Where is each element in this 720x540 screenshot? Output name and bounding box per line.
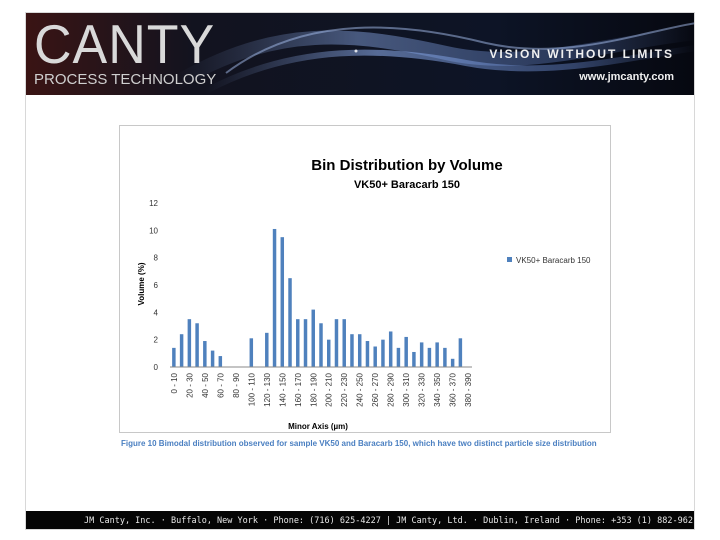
x-tick-label: 260 - 270	[371, 372, 380, 406]
bar	[272, 228, 277, 367]
x-tick-label: 280 - 290	[387, 372, 396, 406]
bar	[381, 339, 385, 367]
x-tick-label: 200 - 210	[325, 372, 334, 406]
bar	[419, 342, 424, 367]
bar	[365, 341, 370, 367]
brand-name: CANTY	[34, 14, 216, 76]
bar	[218, 356, 223, 367]
figure-caption: Figure 10 Bimodal distribution observed …	[121, 439, 597, 448]
bar	[412, 351, 416, 367]
y-tick-label: 10	[149, 226, 158, 235]
x-tick-label: 120 - 130	[263, 372, 272, 406]
bar	[203, 341, 207, 367]
y-tick-label: 12	[149, 199, 158, 208]
bar	[265, 332, 269, 367]
x-tick-label: 240 - 250	[356, 372, 365, 406]
x-axis-label: Minor Axis (µm)	[288, 422, 348, 431]
x-tick-label: 100 - 110	[247, 372, 256, 406]
bar	[450, 358, 455, 367]
y-tick-label: 2	[154, 336, 159, 345]
y-tick-label: 8	[154, 254, 159, 263]
legend-label: VK50+ Baracarb 150	[516, 256, 591, 265]
x-tick-label: 360 - 370	[449, 372, 458, 406]
brand-subtitle: PROCESS TECHNOLOGY	[34, 71, 217, 88]
bar	[396, 347, 401, 367]
y-axis-label: Volume (%)	[137, 262, 146, 305]
bar	[249, 338, 254, 367]
bar	[342, 319, 346, 367]
bar	[388, 331, 393, 367]
y-tick-label: 4	[154, 308, 159, 317]
x-tick-label: 160 - 170	[294, 372, 303, 406]
x-tick-label: 340 - 350	[433, 372, 442, 406]
x-tick-label: 80 - 90	[232, 372, 241, 397]
banner-background	[26, 13, 694, 95]
x-tick-label: 40 - 50	[201, 372, 210, 397]
header-banner: CANTY PROCESS TECHNOLOGY VISION WITHOUT …	[26, 13, 694, 95]
website-link[interactable]: www.jmcanty.com	[579, 71, 674, 83]
bar	[296, 319, 300, 367]
bar	[303, 319, 308, 367]
bar	[288, 278, 292, 367]
slide: CANTY PROCESS TECHNOLOGY VISION WITHOUT …	[25, 12, 695, 530]
x-tick-label: 0 - 10	[170, 372, 179, 393]
bar	[427, 347, 432, 367]
bar	[327, 339, 331, 367]
bar	[210, 350, 215, 367]
footer-contact: JM Canty, Inc. · Buffalo, New York · Pho…	[26, 511, 694, 529]
bar	[334, 319, 339, 367]
bar	[443, 347, 447, 367]
chart-title: Bin Distribution by Volume	[311, 157, 502, 174]
bar	[187, 319, 192, 367]
legend: VK50+ Baracarb 150	[507, 256, 591, 265]
bar	[319, 323, 323, 367]
x-tick-label: 20 - 30	[185, 372, 194, 397]
bar	[172, 347, 176, 367]
bar-chart: Bin Distribution by Volume VK50+ Baracar…	[137, 157, 591, 431]
bar	[435, 342, 439, 367]
y-tick-label: 0	[154, 363, 159, 372]
chart-figure: Bin Distribution by Volume VK50+ Baracar…	[119, 125, 611, 433]
y-tick-label: 6	[154, 281, 159, 290]
x-tick-label: 60 - 70	[216, 372, 225, 397]
x-tick-label: 320 - 330	[418, 372, 427, 406]
x-tick-label: 380 - 390	[464, 372, 473, 406]
x-tick-label: 140 - 150	[278, 372, 287, 406]
x-tick-label: 220 - 230	[340, 372, 349, 406]
bar	[458, 338, 463, 367]
x-tick-label: 180 - 190	[309, 372, 318, 406]
bar	[311, 309, 315, 367]
bar	[404, 336, 408, 367]
bar	[357, 334, 362, 367]
chart-subtitle: VK50+ Baracarb 150	[354, 179, 460, 191]
bar	[179, 334, 184, 367]
bar	[195, 323, 199, 367]
bar	[350, 334, 354, 367]
bar	[280, 237, 285, 367]
bar	[373, 346, 377, 367]
legend-swatch	[507, 257, 512, 262]
x-tick-label: 300 - 310	[402, 372, 411, 406]
tagline: VISION WITHOUT LIMITS	[489, 47, 674, 61]
